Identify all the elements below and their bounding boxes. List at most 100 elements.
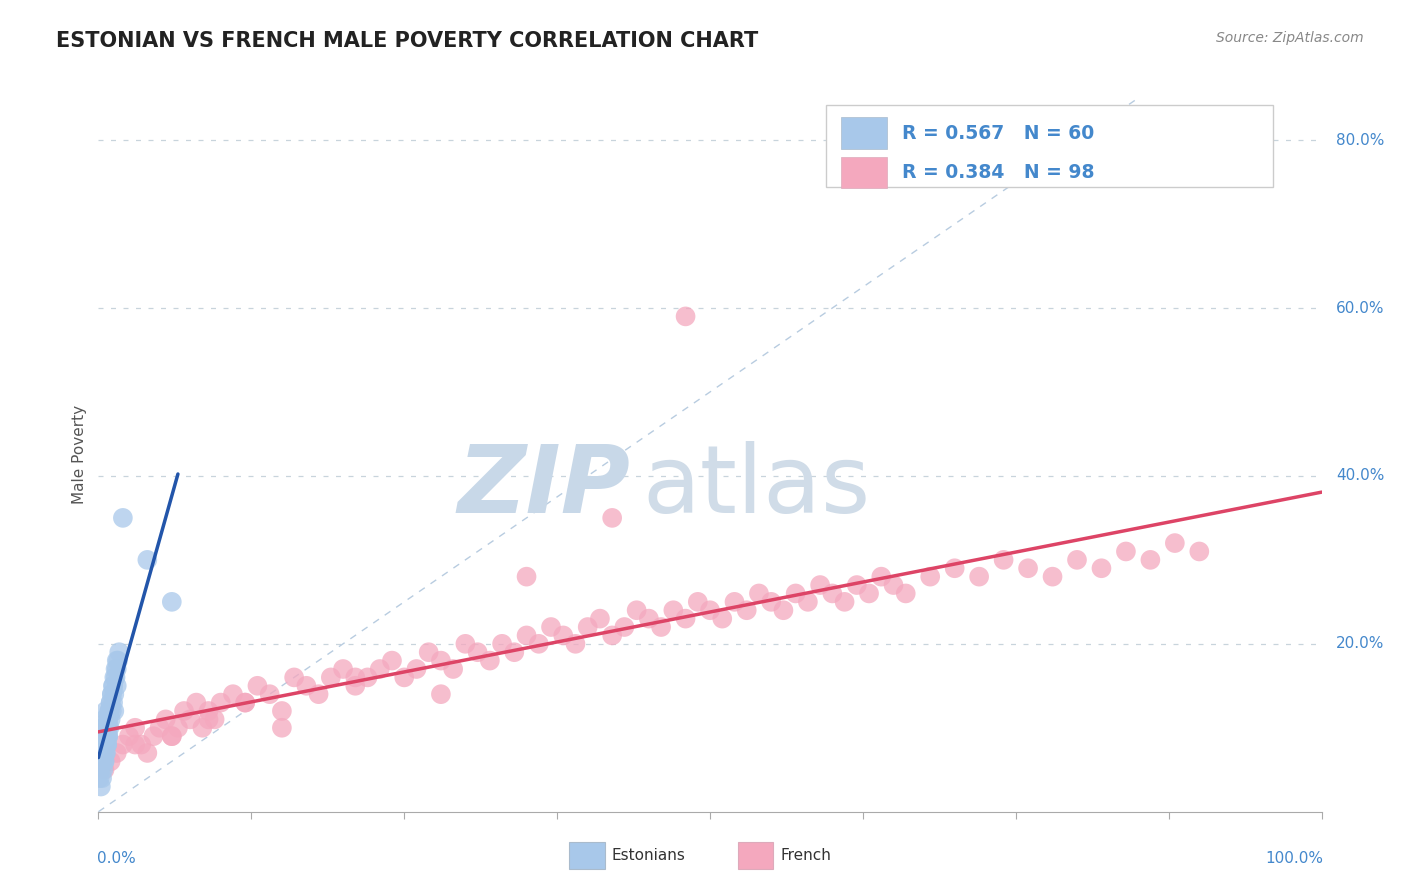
Point	[108, 645, 131, 659]
Point	[96, 729, 118, 743]
Point	[96, 738, 118, 752]
Text: 100.0%: 100.0%	[1265, 851, 1323, 866]
Point	[650, 620, 672, 634]
Point	[94, 704, 117, 718]
Point	[97, 729, 120, 743]
Point	[90, 746, 112, 760]
Point	[430, 687, 453, 701]
Point	[101, 696, 124, 710]
Point	[675, 612, 697, 626]
Point	[90, 780, 112, 794]
Point	[808, 578, 831, 592]
Point	[920, 569, 942, 583]
Point	[136, 746, 159, 760]
Point	[105, 662, 128, 676]
Point	[540, 620, 562, 634]
Point	[491, 637, 513, 651]
Point	[97, 712, 120, 726]
Point	[93, 755, 115, 769]
Point	[179, 712, 201, 726]
Point	[748, 586, 770, 600]
Point	[98, 704, 121, 718]
Point	[527, 637, 550, 651]
Point	[104, 670, 127, 684]
Point	[233, 696, 256, 710]
Point	[104, 662, 127, 676]
Text: 60.0%: 60.0%	[1336, 301, 1385, 316]
Point	[100, 696, 122, 710]
Point	[89, 763, 111, 777]
Text: 40.0%: 40.0%	[1336, 468, 1385, 483]
Point	[100, 755, 122, 769]
Point	[381, 654, 404, 668]
Point	[662, 603, 685, 617]
Point	[589, 612, 612, 626]
Point	[204, 712, 226, 726]
Point	[785, 586, 807, 600]
Point	[368, 662, 391, 676]
Point	[167, 721, 190, 735]
Point	[91, 771, 114, 785]
Text: atlas: atlas	[643, 441, 870, 533]
Point	[1042, 569, 1064, 583]
Point	[308, 687, 330, 701]
Point	[105, 679, 128, 693]
Point	[613, 620, 636, 634]
Point	[967, 569, 990, 583]
Point	[883, 578, 905, 592]
Point	[356, 670, 378, 684]
Point	[834, 595, 856, 609]
Point	[1115, 544, 1137, 558]
Text: ESTONIAN VS FRENCH MALE POVERTY CORRELATION CHART: ESTONIAN VS FRENCH MALE POVERTY CORRELAT…	[56, 31, 758, 51]
Point	[894, 586, 917, 600]
Point	[735, 603, 758, 617]
Point	[600, 628, 623, 642]
Point	[845, 578, 868, 592]
Point	[96, 721, 118, 735]
Point	[90, 755, 112, 769]
Point	[319, 670, 342, 684]
Point	[797, 595, 820, 609]
Point	[209, 696, 232, 710]
Point	[553, 628, 575, 642]
Text: R = 0.567   N = 60: R = 0.567 N = 60	[903, 124, 1094, 143]
Point	[405, 662, 427, 676]
FancyBboxPatch shape	[827, 105, 1272, 187]
Point	[1066, 553, 1088, 567]
Text: French: French	[780, 848, 831, 863]
Point	[129, 738, 152, 752]
Point	[686, 595, 709, 609]
Point	[344, 679, 367, 693]
Point	[821, 586, 844, 600]
Point	[101, 704, 124, 718]
Point	[430, 654, 453, 668]
Point	[98, 704, 121, 718]
Point	[142, 729, 165, 743]
Point	[637, 612, 661, 626]
Point	[101, 687, 124, 701]
Text: 20.0%: 20.0%	[1336, 636, 1385, 651]
Point	[111, 511, 134, 525]
Point	[91, 746, 114, 760]
Point	[222, 687, 245, 701]
Point	[100, 712, 122, 726]
Point	[94, 746, 117, 760]
Point	[246, 679, 269, 693]
Point	[259, 687, 281, 701]
Text: R = 0.384   N = 98: R = 0.384 N = 98	[903, 163, 1095, 182]
Point	[89, 771, 111, 785]
Point	[1164, 536, 1187, 550]
Point	[93, 755, 115, 769]
Point	[197, 704, 219, 718]
Point	[103, 670, 125, 684]
Point	[761, 595, 783, 609]
Point	[173, 704, 195, 718]
Point	[186, 696, 208, 710]
Point	[515, 569, 537, 583]
Point	[97, 729, 120, 743]
Point	[97, 721, 120, 735]
Point	[943, 561, 966, 575]
Point	[1188, 544, 1211, 558]
Point	[191, 721, 214, 735]
Point	[295, 679, 318, 693]
